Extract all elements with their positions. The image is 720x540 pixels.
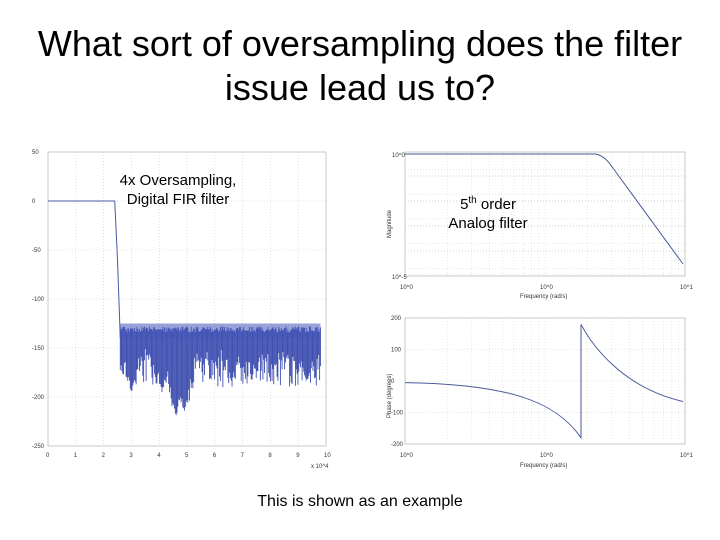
magnitude-x-tick-left: 10^0: [400, 285, 413, 291]
phase-y-tick: 200: [391, 316, 402, 322]
magnitude-xlabel: Frequency (rad/s): [520, 294, 567, 300]
fir-stopband-band: [120, 323, 321, 339]
analog-label-line2: Analog filter: [448, 215, 528, 232]
fir-curve: [48, 200, 321, 416]
magnitude-plot-frame: [404, 151, 686, 277]
fir-x-tick: 1: [74, 453, 78, 459]
fir-x-tick: 2: [102, 453, 106, 459]
phase-y-tick: 100: [391, 348, 402, 354]
fir-y-tick: -250: [32, 444, 45, 450]
fir-y-tick: 50: [32, 150, 39, 156]
phase-y-ticks: 200 100 0 -100 -200: [391, 316, 404, 448]
slide-title: What sort of oversampling does the filte…: [37, 23, 683, 108]
magnitude-plot: 10^0 10^-5 10^0 10^0 10^1 Frequency (rad…: [387, 151, 693, 300]
phase-grid: [404, 317, 685, 445]
analog-order-suffix: th: [468, 195, 477, 206]
phase-x-tick-left: 10^0: [400, 453, 413, 459]
phase-xlabel: Frequency (rad/s): [520, 463, 567, 469]
analog-order-number: 5: [460, 196, 469, 213]
phase-ylabel: Phase (degrees): [387, 374, 393, 418]
phase-y-tick: -200: [391, 442, 404, 448]
fir-y-tick: -100: [32, 297, 45, 303]
fir-x-tick: 8: [268, 453, 272, 459]
phase-y-tick: -100: [391, 411, 404, 417]
fir-x-tick: 6: [213, 453, 217, 459]
magnitude-y-tick-top: 10^0: [392, 153, 405, 159]
fir-y-tick: -200: [32, 395, 45, 401]
fir-x-tick: 7: [241, 453, 245, 459]
fir-passband: [48, 200, 121, 339]
magnitude-curve: [405, 153, 684, 265]
magnitude-ylabel: Magnitude: [387, 209, 393, 238]
phase-curve: [404, 324, 684, 440]
analog-label: 5th order Analog filter: [428, 191, 548, 233]
fir-y-tick: -50: [32, 248, 41, 254]
fir-x-tick: 5: [185, 453, 189, 459]
fir-x-tick: 10: [324, 453, 331, 459]
footer-note: This is shown as an example: [257, 493, 463, 510]
fir-label: 4x Oversampling, Digital FIR filter: [98, 171, 258, 209]
fir-y-tick: -150: [32, 346, 45, 352]
analog-order-word: order: [476, 196, 516, 213]
fir-label-line1: 4x Oversampling,: [119, 172, 237, 189]
magnitude-x-tick-right: 10^1: [680, 285, 693, 291]
magnitude-x-tick-mid: 10^0: [540, 285, 553, 291]
fir-label-line2: Digital FIR filter: [126, 191, 230, 208]
fir-x-tick: 0: [46, 453, 50, 459]
fir-x-tick: 9: [296, 453, 300, 459]
phase-x-tick-right: 10^1: [680, 453, 693, 459]
fir-x-tick: 3: [129, 453, 133, 459]
phase-y-tick: 0: [391, 379, 395, 385]
fir-x-multiplier: x 10^4: [311, 464, 329, 470]
fir-x-tick: 4: [157, 453, 161, 459]
analog-label-line1: 5th order: [428, 191, 548, 214]
magnitude-y-tick-bottom: 10^-5: [392, 275, 407, 281]
phase-plot: 200 100 0 -100 -200 10^0 10^0 10^1 Frequency…: [387, 316, 693, 469]
fir-y-tick: 0: [32, 199, 36, 205]
phase-x-tick-mid: 10^0: [540, 453, 553, 459]
